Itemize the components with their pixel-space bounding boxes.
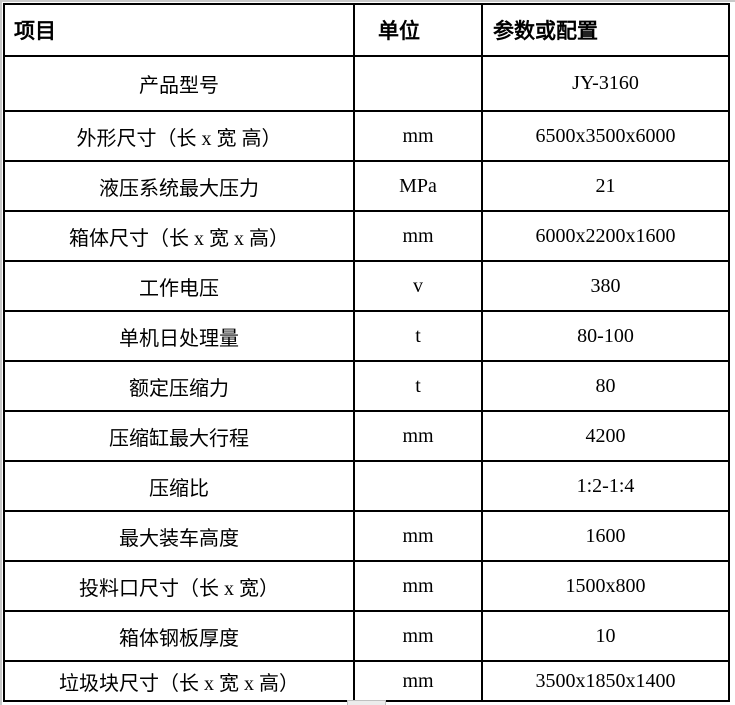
item-cell: 产品型号 [3,55,355,112]
unit-cell: mm [353,110,483,162]
table-row: 箱体尺寸（长 x 宽 x 高） mm 6000x2200x1600 [3,210,730,262]
table-row: 液压系统最大压力 MPa 21 [3,160,730,212]
item-cell: 外形尺寸（长 x 宽 高） [3,110,355,162]
value-cell: 1500x800 [481,560,730,612]
table-row: 垃圾块尺寸（长 x 宽 x 高） mm 3500x1850x1400 [3,660,730,702]
table-row: 投料口尺寸（长 x 宽） mm 1500x800 [3,560,730,612]
item-cell: 额定压缩力 [3,360,355,412]
unit-cell: mm [353,410,483,462]
table-row: 最大装车高度 mm 1600 [3,510,730,562]
unit-cell: mm [353,610,483,662]
value-cell: 4200 [481,410,730,462]
item-cell: 单机日处理量 [3,310,355,362]
unit-cell: mm [353,510,483,562]
value-cell: 1:2-1:4 [481,460,730,512]
table-row: 压缩缸最大行程 mm 4200 [3,410,730,462]
unit-cell: mm [353,210,483,262]
spec-table: 项目 单位 参数或配置 产品型号 JY-3160 外形尺寸（长 x 宽 高） m… [3,3,730,702]
value-cell: 80-100 [481,310,730,362]
table-row: 额定压缩力 t 80 [3,360,730,412]
unit-cell: mm [353,560,483,612]
unit-cell [353,55,483,112]
table-row: 外形尺寸（长 x 宽 高） mm 6500x3500x6000 [3,110,730,162]
value-cell: 6000x2200x1600 [481,210,730,262]
item-cell: 箱体尺寸（长 x 宽 x 高） [3,210,355,262]
unit-cell: v [353,260,483,312]
unit-cell: t [353,310,483,362]
value-cell: 1600 [481,510,730,562]
value-cell: 21 [481,160,730,212]
bottom-edge-artifact [347,700,386,705]
table-row: 产品型号 JY-3160 [3,55,730,112]
value-cell: 3500x1850x1400 [481,660,730,702]
table-row: 压缩比 1:2-1:4 [3,460,730,512]
table-row: 箱体钢板厚度 mm 10 [3,610,730,662]
item-cell: 投料口尺寸（长 x 宽） [3,560,355,612]
value-cell: 10 [481,610,730,662]
table-row: 单机日处理量 t 80-100 [3,310,730,362]
table-row: 工作电压 v 380 [3,260,730,312]
item-cell: 箱体钢板厚度 [3,610,355,662]
item-cell: 工作电压 [3,260,355,312]
item-cell: 最大装车高度 [3,510,355,562]
col-header-item: 项目 [3,3,355,57]
unit-cell: mm [353,660,483,702]
spec-table-body: 产品型号 JY-3160 外形尺寸（长 x 宽 高） mm 6500x3500x… [3,55,730,702]
unit-cell [353,460,483,512]
unit-cell: t [353,360,483,412]
item-cell: 压缩缸最大行程 [3,410,355,462]
value-cell: 380 [481,260,730,312]
value-cell: 80 [481,360,730,412]
value-cell: JY-3160 [481,55,730,112]
col-header-unit: 单位 [353,3,483,57]
col-header-param: 参数或配置 [481,3,730,57]
item-cell: 压缩比 [3,460,355,512]
header-row: 项目 单位 参数或配置 [3,3,730,57]
unit-cell: MPa [353,160,483,212]
item-cell: 垃圾块尺寸（长 x 宽 x 高） [3,660,355,702]
value-cell: 6500x3500x6000 [481,110,730,162]
item-cell: 液压系统最大压力 [3,160,355,212]
